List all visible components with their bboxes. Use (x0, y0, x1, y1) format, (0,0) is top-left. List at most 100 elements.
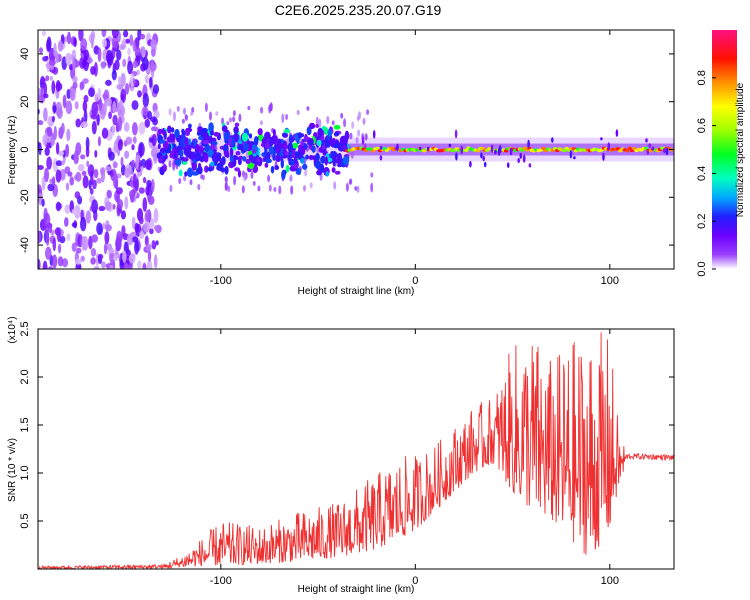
spectrogram-blob (77, 164, 85, 172)
spectrogram-blob (238, 113, 242, 123)
spectrogram-blob (527, 139, 530, 149)
spectrogram-blob (152, 146, 160, 154)
spectrogram-blob (101, 223, 106, 229)
spectrogram-blob (104, 97, 112, 107)
spectrogram-blob (288, 151, 293, 156)
spectrogram-blob (65, 100, 73, 115)
spectrogram-blob (342, 155, 350, 165)
spectrogram-blob (74, 101, 79, 110)
spectrogram-blob (189, 179, 193, 186)
spectrogram-blob (343, 134, 348, 145)
spectrogram-blob (118, 199, 123, 210)
spectrogram-blob (57, 256, 64, 267)
spectrogram-blob (176, 105, 180, 112)
spectrogram-blob (131, 144, 135, 151)
spectrogram-blob (52, 254, 58, 269)
spectrogram-blob (149, 76, 153, 88)
spectrogram-blob (366, 109, 370, 115)
spectrogram-blob (146, 259, 153, 269)
spectrogram-blob (627, 146, 632, 150)
spectrogram-blob (90, 30, 96, 40)
spectrogram-blob (651, 146, 655, 151)
spectrogram-blob (112, 203, 116, 210)
spectrogram-blob (170, 150, 175, 158)
spectrogram-blob (39, 47, 43, 54)
spectrogram-blob (645, 138, 648, 143)
spectrogram-blob (80, 255, 85, 262)
spectrogram-blob (85, 210, 91, 224)
spectrogram-blob (331, 167, 336, 173)
spectrogram-blob (328, 138, 336, 146)
spectrogram-blob (38, 120, 44, 126)
spectrogram-blob (184, 114, 188, 122)
spectrogram-blob (131, 159, 135, 168)
spectrogram-blob (339, 145, 344, 152)
spectrogram-blob (78, 30, 84, 42)
spectrogram-blob (308, 155, 314, 160)
spectrogram-blob (55, 169, 62, 183)
spectrogram-blob (122, 38, 127, 46)
spectrogram-blob (132, 78, 136, 85)
spectrogram-blob (104, 231, 110, 245)
spectrogram-blob (61, 122, 65, 135)
spectrogram-blob (90, 248, 97, 257)
spectrogram-blob (190, 111, 194, 116)
spectrogram-blob (188, 123, 192, 129)
spectrogram-blob (257, 128, 263, 136)
spectrogram-blob (308, 122, 316, 129)
spectrogram-blob (117, 76, 122, 85)
y-tick-label: -40 (19, 237, 31, 253)
spectrogram-blob (364, 133, 368, 141)
spectrogram-blob (569, 150, 573, 159)
spectrogram-blob (106, 189, 112, 199)
spectrogram-blob (302, 163, 308, 170)
spectrogram-blob (102, 93, 109, 100)
spectrogram-blob (86, 57, 93, 64)
spectrogram-blob (660, 146, 665, 150)
y-tick-label: 20 (19, 96, 31, 108)
spectrogram-blob (259, 120, 263, 126)
spectrogram-blob (322, 148, 327, 156)
spectrogram-blob (117, 116, 123, 132)
spectrogram-blob (237, 158, 242, 166)
spectrogram-blob (224, 176, 228, 182)
spectrogram-blob (528, 163, 532, 168)
spectrogram-blob (138, 216, 144, 225)
spectrogram-blob (161, 149, 165, 154)
spectrogram-blob (45, 234, 50, 246)
spectrogram-blob (128, 253, 136, 264)
colorbar-tick-label: 0.4 (696, 166, 708, 181)
spectrogram-blob (122, 58, 127, 68)
spectrogram-blob (55, 160, 63, 167)
spectrogram-blob (130, 73, 135, 88)
x-tick-label: 0 (412, 575, 418, 587)
y-tick-label: 1.0 (19, 465, 31, 480)
spectrogram-blob (162, 164, 167, 171)
spectrogram-blob (254, 161, 259, 166)
spectrogram-blob (153, 155, 158, 162)
spectrogram-blob (61, 258, 69, 268)
spectrogram-blob (112, 114, 118, 126)
spectrogram-blob (109, 264, 114, 269)
spectrogram-blob (241, 132, 249, 142)
spectrogram-blob (126, 233, 134, 246)
spectrogram-blob (46, 126, 53, 137)
spectrogram-blob (125, 38, 130, 44)
colorbar-gradient (712, 30, 737, 269)
spectrogram-blob (178, 177, 182, 185)
spectrogram-blob (45, 246, 52, 260)
spectrogram-blob (337, 163, 343, 168)
spectrogram-blob (125, 136, 133, 145)
spectrogram-blob (234, 167, 241, 172)
spectrogram-blob (138, 121, 146, 135)
spectrogram-blob (482, 155, 486, 162)
spectrogram-blob (52, 237, 57, 252)
spectrogram-blob (96, 222, 103, 235)
spectrogram-blob (224, 182, 228, 192)
spectrogram-blob (132, 122, 138, 136)
spectrogram-blob (157, 128, 163, 134)
spectrogram-blob (112, 173, 119, 189)
spectrogram-blob (142, 176, 147, 184)
spectrogram-blob (291, 149, 297, 159)
